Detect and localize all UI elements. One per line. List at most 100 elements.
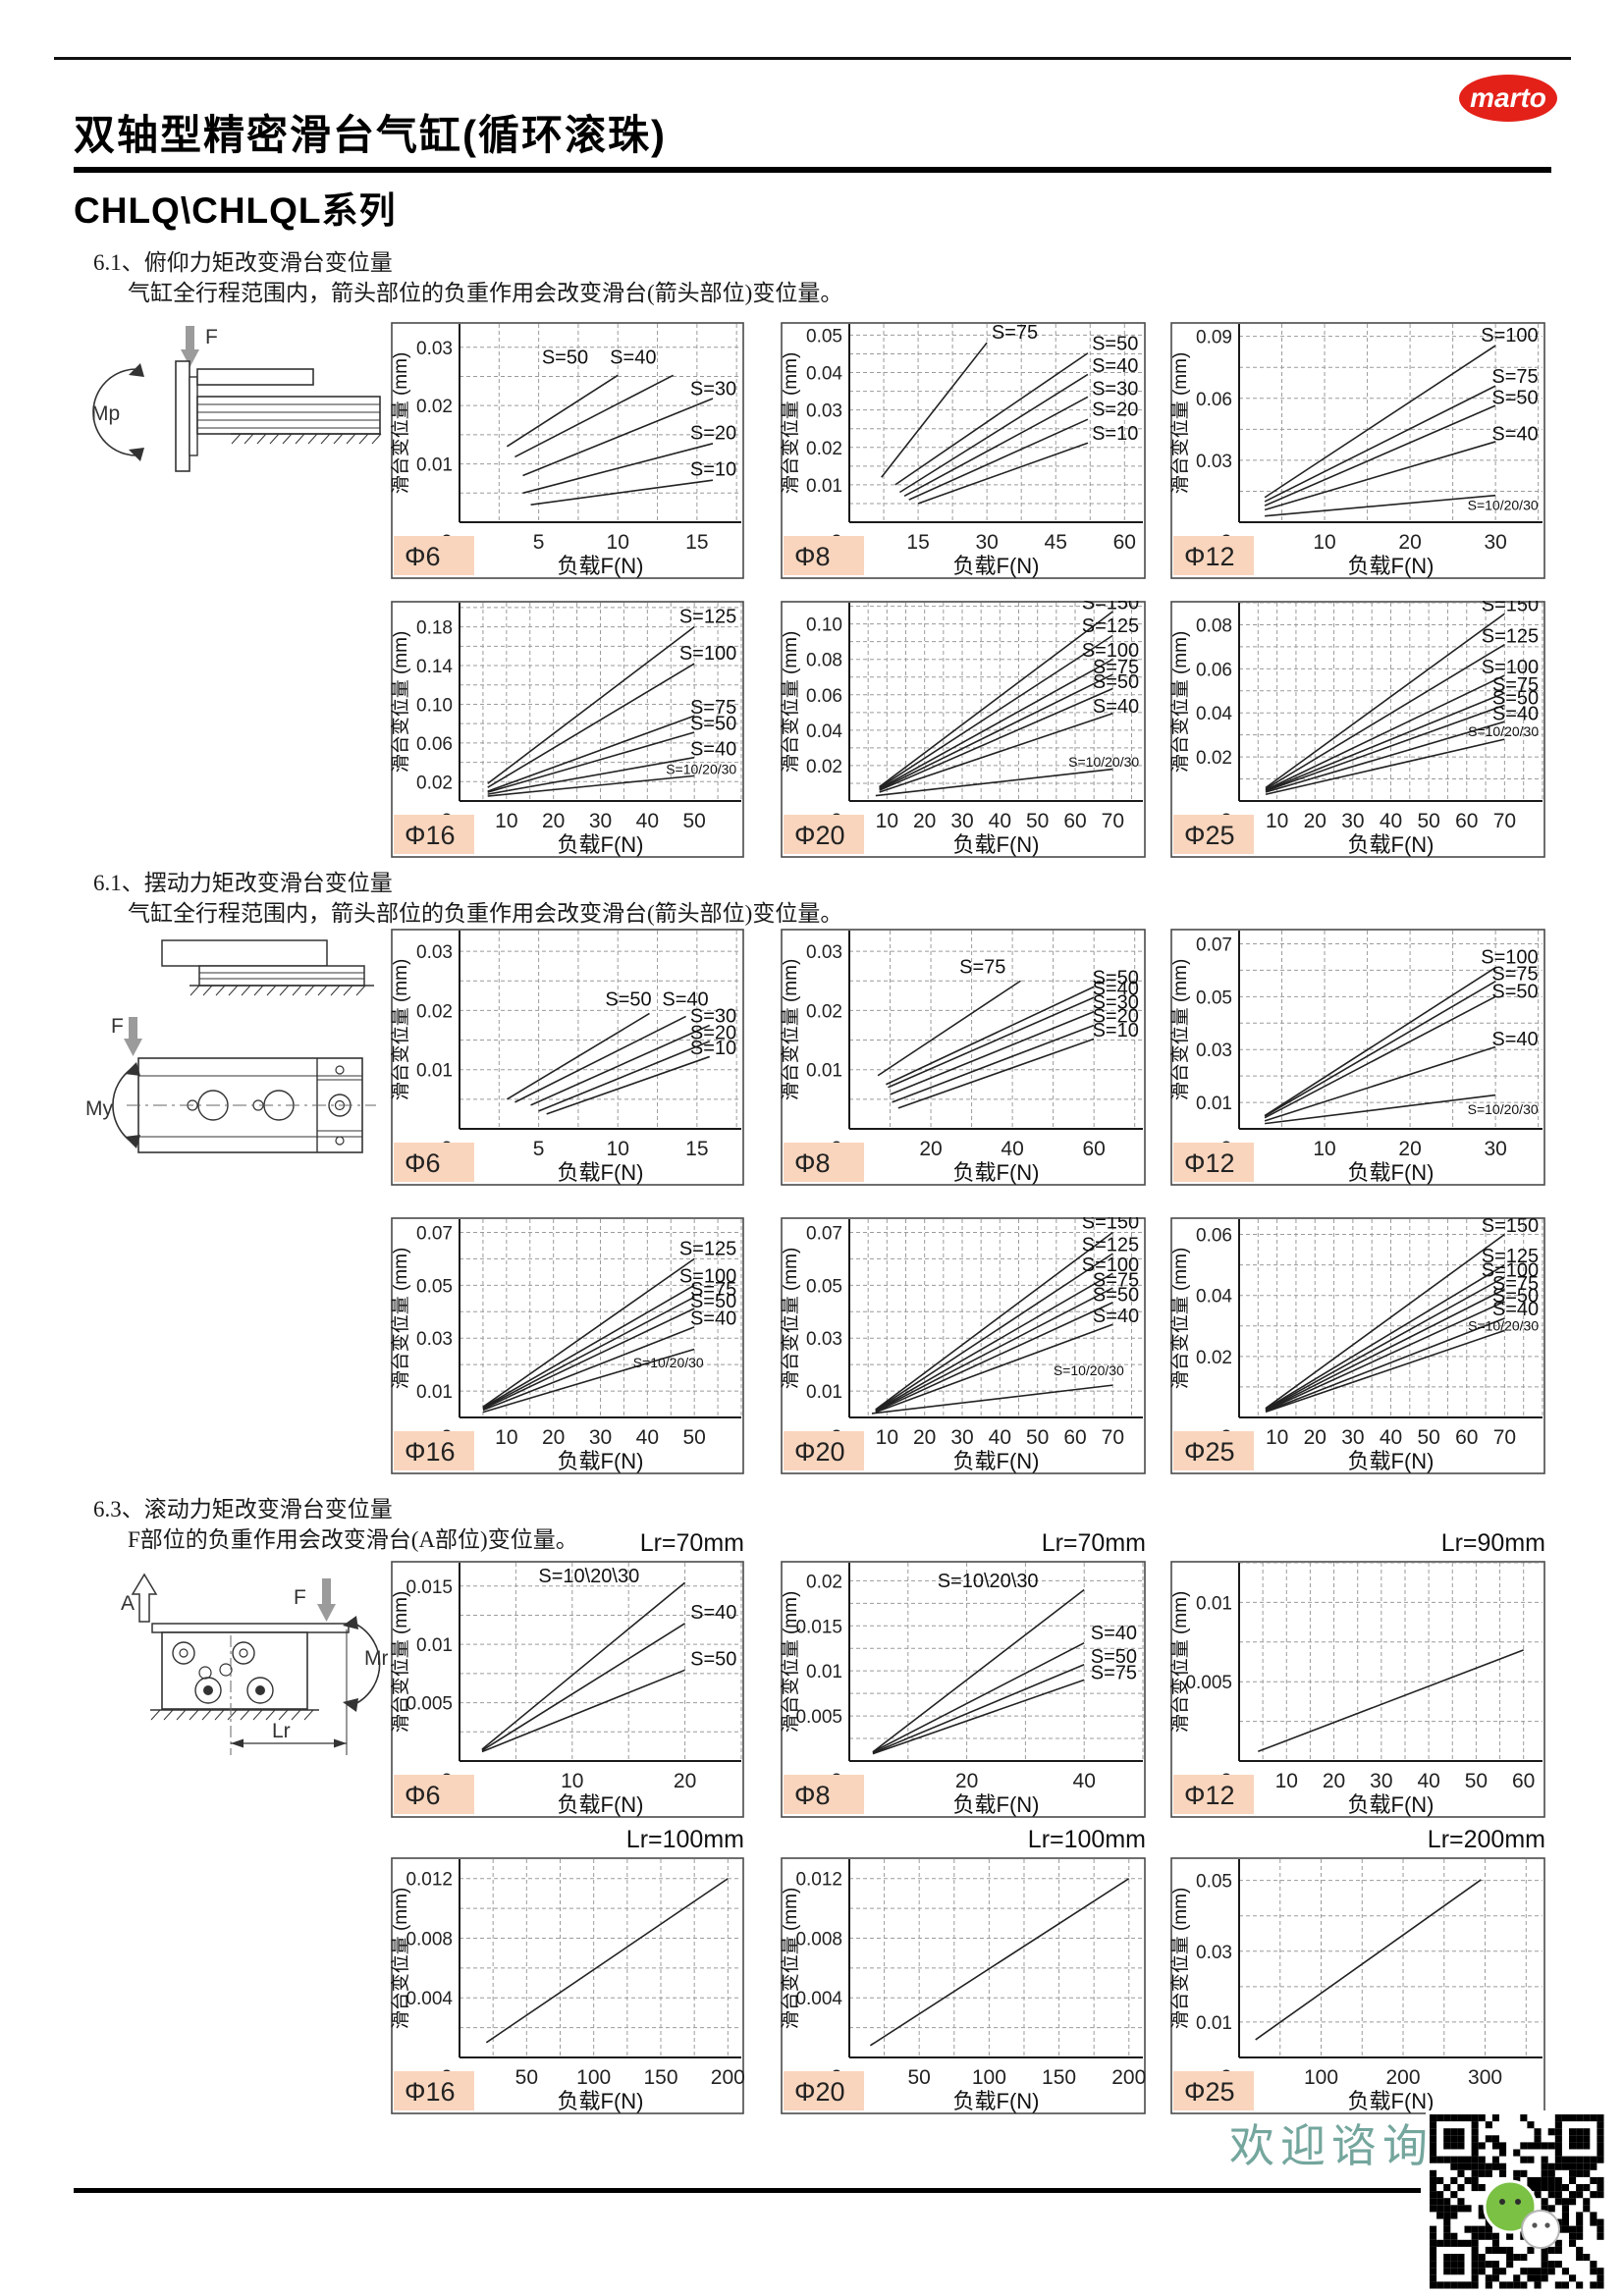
series-line bbox=[506, 1012, 650, 1100]
y-axis-title: 滑台变位量 (mm) bbox=[391, 959, 411, 1101]
series-label: S=10/20/30 bbox=[1468, 1318, 1539, 1334]
series-line bbox=[546, 1055, 711, 1115]
series-label: S=75 bbox=[690, 1279, 736, 1301]
series-line bbox=[522, 398, 714, 477]
bore-badge: Φ20 bbox=[794, 2077, 845, 2107]
series-label: S=50 bbox=[1093, 1284, 1139, 1306]
x-tick-label: 10 bbox=[876, 1426, 898, 1449]
x-tick-label: 60 bbox=[1113, 531, 1136, 554]
series-line bbox=[872, 1664, 1085, 1754]
series-label: S=75 bbox=[1091, 1662, 1137, 1683]
x-tick-label: 150 bbox=[1042, 2066, 1076, 2089]
moment-label: My bbox=[85, 1097, 113, 1120]
series-line bbox=[487, 625, 695, 784]
y-tick-label: 0.07 bbox=[416, 1223, 453, 1244]
bore-badge: Φ12 bbox=[1184, 1781, 1235, 1810]
series-label: S=40 bbox=[1092, 355, 1138, 377]
series-line bbox=[879, 611, 1113, 788]
y-tick-label: 0.08 bbox=[806, 651, 842, 671]
series-label: S=10/20/30 bbox=[1068, 754, 1139, 770]
force-label: F bbox=[205, 326, 218, 348]
x-tick-label: 10 bbox=[876, 810, 898, 832]
x-tick-label: 10 bbox=[1266, 810, 1288, 832]
series-line bbox=[522, 443, 714, 495]
series-label: S=100 bbox=[1482, 1259, 1539, 1281]
y-tick-label: 0.01 bbox=[806, 476, 842, 497]
series-line bbox=[875, 1253, 1113, 1412]
x-tick-label: 40 bbox=[1380, 810, 1402, 832]
y-tick-label: 0.04 bbox=[1196, 704, 1232, 724]
y-tick-label: 0.012 bbox=[795, 1870, 842, 1891]
series-label: S=125 bbox=[1082, 1234, 1139, 1255]
series-line bbox=[482, 1257, 695, 1408]
x-axis-title: 负载F(N) bbox=[1348, 554, 1435, 578]
y-axis-title: 滑台变位量 (mm) bbox=[391, 631, 411, 774]
x-tick-label: 20 bbox=[1398, 1138, 1421, 1160]
series-line bbox=[877, 980, 1021, 1077]
series-line bbox=[482, 1348, 695, 1414]
series-label: S=10/20/30 bbox=[666, 761, 736, 776]
series-label: S=30 bbox=[1092, 378, 1138, 400]
series-line bbox=[1265, 643, 1505, 790]
x-axis-title: 负载F(N) bbox=[1348, 1160, 1435, 1185]
y-tick-label: 0.004 bbox=[795, 1989, 842, 2009]
series-line bbox=[872, 1588, 1085, 1753]
series-label: S=10 bbox=[690, 1038, 736, 1059]
series-label: S=75 bbox=[959, 956, 1005, 978]
force-label: F bbox=[111, 1015, 124, 1038]
x-axis-title: 负载F(N) bbox=[1348, 1449, 1435, 1473]
series-line bbox=[871, 1384, 1113, 1415]
series-label: S=75 bbox=[690, 697, 736, 719]
y-tick-label: 0.008 bbox=[406, 1929, 453, 1949]
y-tick-label: 0.02 bbox=[416, 397, 453, 417]
y-tick-label: 0.01 bbox=[806, 1662, 842, 1682]
section-pitch-desc: 气缸全行程范围内，箭头部位的负重作用会改变滑台(箭头部位)变位量。 bbox=[128, 281, 843, 305]
y-tick-label: 0.05 bbox=[1196, 1872, 1232, 1893]
series-line bbox=[481, 1623, 686, 1751]
series-label: S=40 bbox=[1491, 1029, 1538, 1050]
series-line bbox=[1264, 995, 1496, 1119]
y-tick-label: 0.07 bbox=[806, 1223, 842, 1244]
series-line bbox=[875, 1287, 1113, 1413]
x-axis-title: 负载F(N) bbox=[953, 1449, 1040, 1473]
bore-badge: Φ25 bbox=[1184, 1437, 1235, 1467]
x-tick-label: 20 bbox=[542, 810, 565, 832]
moment-label: Mp bbox=[91, 402, 120, 425]
y-tick-label: 0.005 bbox=[795, 1707, 842, 1728]
series-label: S=40 bbox=[610, 347, 656, 368]
section-roll-heading: 6.3、滚动力矩改变滑台变位量 bbox=[93, 1497, 393, 1522]
x-tick-label: 10 bbox=[607, 531, 629, 554]
moment-label: Mr bbox=[364, 1647, 388, 1670]
series-line bbox=[1265, 674, 1505, 791]
y-tick-label: 0.01 bbox=[1196, 2013, 1232, 2034]
chart-lr-title: Lr=200mm bbox=[1427, 1826, 1545, 1853]
series-label: S=10/20/30 bbox=[1054, 1362, 1124, 1378]
series-label: S=50 bbox=[1092, 334, 1138, 355]
y-tick-label: 0.04 bbox=[806, 364, 842, 385]
series-label: S=100 bbox=[1082, 1255, 1139, 1276]
x-tick-label: 10 bbox=[1266, 1426, 1288, 1449]
x-tick-label: 30 bbox=[950, 810, 973, 832]
y-axis-title: 滑台变位量 (mm) bbox=[1170, 1591, 1191, 1734]
series-line bbox=[875, 1302, 1113, 1413]
y-tick-label: 0.01 bbox=[1196, 1593, 1232, 1614]
y-tick-label: 0.01 bbox=[1196, 1094, 1232, 1114]
x-tick-label: 30 bbox=[1341, 810, 1364, 832]
series-label: S=125 bbox=[679, 1238, 736, 1259]
series-label: S=10/20/30 bbox=[1468, 1101, 1539, 1117]
y-tick-label: 0.02 bbox=[806, 1572, 842, 1592]
y-tick-label: 0.02 bbox=[1196, 1348, 1232, 1368]
series-line bbox=[881, 342, 988, 478]
x-axis-title: 负载F(N) bbox=[1348, 2089, 1435, 2113]
series-line bbox=[514, 1015, 686, 1103]
y-axis-title: 滑台变位量 (mm) bbox=[1170, 352, 1191, 495]
y-tick-label: 0.09 bbox=[1196, 328, 1232, 348]
x-tick-label: 60 bbox=[1063, 1426, 1086, 1449]
x-tick-label: 10 bbox=[1313, 1138, 1335, 1160]
x-tick-label: 5 bbox=[533, 531, 545, 554]
series-label: S=100 bbox=[1481, 947, 1538, 969]
series-label: S=40 bbox=[690, 1308, 736, 1330]
series-line bbox=[886, 986, 1095, 1086]
